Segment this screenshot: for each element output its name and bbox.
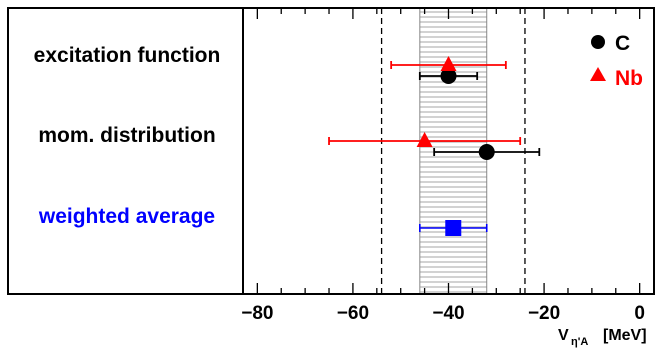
x-axis-title-unit: [MeV] bbox=[603, 327, 647, 344]
legend-label-nb: Nb bbox=[615, 67, 643, 90]
legend-marker-nb bbox=[590, 67, 606, 81]
x-axis-ticks bbox=[256, 8, 641, 294]
data-point-circle bbox=[478, 144, 495, 160]
x-tick-labels: −80 −60 −40 −20 0 bbox=[241, 303, 645, 324]
data-point-circle bbox=[440, 68, 457, 84]
x-axis-title: V η'A [MeV] bbox=[558, 327, 647, 348]
x-tick-label: −60 bbox=[337, 303, 369, 324]
x-axis-title-symbol: V bbox=[558, 327, 569, 344]
legend-marker-c bbox=[591, 35, 605, 49]
data-point-triangle bbox=[440, 56, 457, 71]
legend-label-c: C bbox=[615, 32, 630, 55]
row-label-excitation-function: excitation function bbox=[34, 44, 221, 67]
x-axis-title-subscript: η'A bbox=[571, 336, 588, 348]
x-tick-label: 0 bbox=[634, 303, 645, 324]
row-label-weighted-average: weighted average bbox=[38, 205, 215, 228]
data-marks bbox=[328, 56, 541, 236]
data-point-square bbox=[445, 220, 462, 236]
dashed-lines bbox=[380, 8, 526, 294]
data-point-triangle bbox=[416, 132, 433, 147]
band-fill bbox=[419, 8, 487, 294]
legend: C Nb bbox=[590, 32, 643, 90]
row-label-mom-distribution: mom. distribution bbox=[38, 124, 215, 147]
x-tick-label: −80 bbox=[241, 303, 273, 324]
x-tick-label: −40 bbox=[432, 303, 464, 324]
band-region bbox=[419, 8, 488, 294]
x-tick-label: −20 bbox=[528, 303, 560, 324]
